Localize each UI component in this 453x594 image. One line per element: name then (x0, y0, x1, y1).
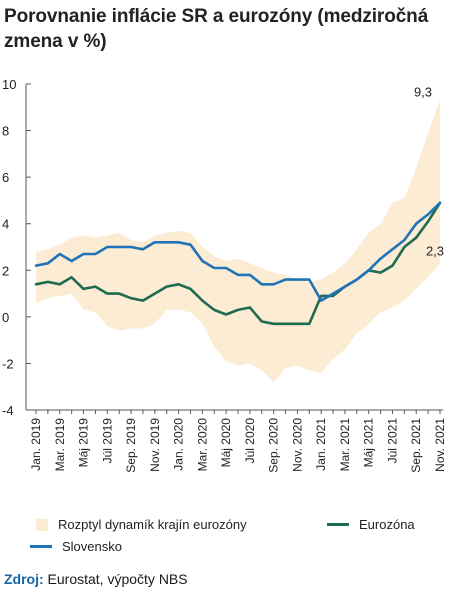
annotation-label: 2,3 (426, 243, 444, 258)
y-tick-label: -4 (2, 403, 14, 418)
legend-sk: Slovensko (30, 539, 122, 554)
y-tick-label: 10 (2, 77, 16, 92)
source-label: Zdroj: (4, 571, 44, 587)
legend-range: Rozptyl dynamík krajín eurozóny (36, 517, 247, 532)
x-tick-label: Máj 2019 (77, 418, 91, 468)
x-tick-label: Jan. 2020 (172, 418, 186, 471)
x-tick-label: Sep. 2021 (409, 418, 423, 473)
y-tick-label: -2 (2, 356, 14, 371)
x-tick-label: Júl 2021 (385, 418, 399, 464)
legend-sk-swatch (30, 545, 52, 548)
x-tick-label: Jan. 2021 (314, 418, 328, 471)
x-tick-label: Mar. 2020 (195, 418, 209, 472)
series-line-euroz-na (34, 201, 442, 326)
chart-title: Porovnanie inflácie SR a eurozóny (medzi… (4, 6, 429, 52)
y-tick-label: 2 (2, 263, 9, 278)
series-line-slovensko (34, 201, 442, 302)
legend-range-label: Rozptyl dynamík krajín eurozóny (58, 517, 247, 532)
x-tick-label: Júl 2019 (100, 418, 114, 464)
x-tick-label: Mar. 2021 (338, 418, 352, 472)
legend-ez-swatch (327, 523, 349, 526)
y-tick-label: 6 (2, 170, 9, 185)
source-note: Zdroj: Eurostat, výpočty NBS (4, 571, 188, 587)
x-tick-label: Júl 2020 (243, 418, 257, 464)
x-tick-label: Máj 2020 (219, 418, 233, 468)
legend-ez: Eurozóna (327, 517, 415, 532)
x-tick-label: Máj 2021 (362, 418, 376, 468)
x-tick-label: Mar. 2019 (53, 418, 67, 472)
x-tick-label: Nov. 2021 (433, 418, 447, 472)
x-tick-label: Nov. 2019 (148, 418, 162, 472)
source-text: Eurostat, výpočty NBS (47, 571, 188, 587)
x-tick-label: Sep. 2020 (267, 418, 281, 473)
x-tick-label: Nov. 2020 (290, 418, 304, 472)
annotation-label: 9,3 (414, 84, 432, 99)
legend-sk-label: Slovensko (62, 539, 122, 554)
x-tick-label: Sep. 2019 (124, 418, 138, 473)
range-area (36, 100, 440, 383)
y-tick-label: 8 (2, 124, 9, 139)
legend-range-swatch (36, 518, 48, 531)
y-tick-label: 4 (2, 217, 9, 232)
legend-ez-label: Eurozóna (359, 517, 415, 532)
x-tick-label: Jan. 2019 (29, 418, 43, 471)
y-tick-label: 0 (2, 310, 9, 325)
